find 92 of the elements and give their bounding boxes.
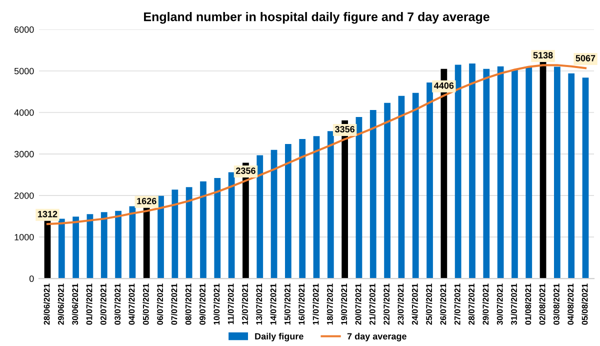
x-tick-label: 11/07/2021 — [228, 284, 234, 324]
bar — [44, 220, 51, 279]
x-tick-label: 02/08/2021 — [539, 284, 546, 325]
data-label: 1626 — [137, 198, 156, 204]
bar — [554, 66, 560, 279]
bar — [214, 178, 221, 279]
x-tick-label: 01/08/2021 — [524, 284, 532, 325]
bar — [327, 131, 334, 279]
bar — [398, 96, 405, 279]
bar — [454, 64, 462, 279]
bar — [313, 136, 320, 279]
x-tick-label: 30/07/2021 — [496, 284, 503, 325]
bar — [158, 196, 164, 279]
x-tick-label: 15/07/2021 — [284, 284, 291, 325]
x-tick-label: 30/06/2021 — [72, 284, 78, 325]
bar — [582, 78, 589, 279]
y-tick-label: 6000 — [14, 26, 34, 33]
data-label: 2356 — [236, 168, 256, 174]
data-label: 5138 — [533, 52, 553, 58]
data-label: 3356 — [334, 126, 355, 132]
x-tick-label: 03/07/2021 — [114, 284, 121, 325]
y-tick-label: 2000 — [14, 192, 34, 199]
bar — [115, 210, 122, 279]
x-tick-label: 17/07/2021 — [312, 284, 319, 325]
bar — [526, 67, 532, 279]
x-tick-label: 06/07/2021 — [156, 284, 164, 325]
x-tick-label: 13/07/2021 — [256, 284, 262, 325]
bar — [497, 66, 504, 279]
data-label: 4406 — [434, 82, 454, 89]
bar — [72, 216, 79, 279]
bar — [100, 212, 108, 279]
x-tick-label: 18/07/2021 — [326, 284, 333, 325]
x-tick-label: 12/07/2021 — [242, 284, 248, 325]
x-tick-label: 02/07/2021 — [100, 284, 106, 325]
x-tick-label: 16/07/2021 — [298, 284, 305, 325]
x-tick-label: 05/08/2021 — [582, 284, 588, 325]
x-tick-label: 25/07/2021 — [426, 284, 432, 325]
x-tick-label: 28/06/2021 — [44, 284, 50, 325]
x-tick-label: 31/07/2021 — [510, 284, 518, 325]
x-tick-label: 26/07/2021 — [440, 284, 446, 325]
y-tick-label: 0 — [29, 275, 34, 282]
bar — [200, 181, 206, 279]
x-tick-label: 10/07/2021 — [214, 284, 220, 325]
bar — [58, 218, 65, 279]
x-tick-label: 20/07/2021 — [355, 284, 362, 325]
x-tick-label: 27/07/2021 — [454, 284, 460, 325]
bar — [129, 206, 136, 279]
data-label: 5067 — [576, 54, 596, 62]
bar — [568, 73, 575, 279]
y-tick-label: 3000 — [14, 150, 34, 158]
bar — [483, 68, 490, 279]
bar — [285, 144, 292, 279]
chart-title: England number in hospital daily figure and 7 day average — [144, 12, 490, 24]
bar — [469, 63, 476, 279]
bar — [370, 110, 376, 279]
bar — [228, 172, 235, 279]
legend-label: 7 day average — [347, 332, 406, 342]
bar — [512, 70, 518, 279]
x-tick-label: 03/08/2021 — [553, 284, 560, 325]
x-tick-label: 09/07/2021 — [199, 284, 206, 325]
x-tick-label: 04/07/2021 — [128, 284, 135, 325]
x-tick-label: 05/07/2021 — [142, 284, 149, 325]
bar — [384, 102, 390, 279]
bar — [426, 82, 433, 279]
x-tick-label: 23/07/2021 — [398, 284, 404, 325]
data-label: 1312 — [38, 210, 58, 218]
bar — [270, 150, 278, 279]
y-tick-label: 5000 — [14, 68, 34, 74]
bar — [412, 92, 419, 279]
bar — [256, 155, 264, 279]
x-tick-label: 29/07/2021 — [482, 284, 489, 325]
x-tick-label: 29/06/2021 — [58, 284, 64, 325]
x-tick-label: 14/07/2021 — [270, 284, 276, 325]
bar — [299, 139, 306, 279]
x-tick-label: 24/07/2021 — [412, 284, 418, 325]
legend-label: Daily figure — [255, 332, 304, 342]
x-tick-label: 21/07/2021 — [369, 284, 376, 325]
x-tick-label: 08/07/2021 — [185, 284, 192, 325]
x-tick-label: 04/08/2021 — [567, 284, 574, 325]
bar — [356, 117, 362, 279]
x-tick-label: 07/07/2021 — [171, 284, 178, 325]
x-tick-label: 22/07/2021 — [383, 284, 390, 325]
y-tick-label: 1000 — [14, 234, 34, 240]
bar — [172, 190, 178, 279]
bar — [143, 208, 150, 279]
x-tick-label: 28/07/2021 — [468, 284, 475, 325]
bar — [540, 62, 546, 279]
bar — [186, 187, 192, 279]
bar — [86, 214, 94, 279]
y-tick-label: 4000 — [14, 109, 34, 116]
x-tick-label: 01/07/2021 — [86, 284, 92, 325]
x-tick-label: 19/07/2021 — [340, 284, 348, 325]
